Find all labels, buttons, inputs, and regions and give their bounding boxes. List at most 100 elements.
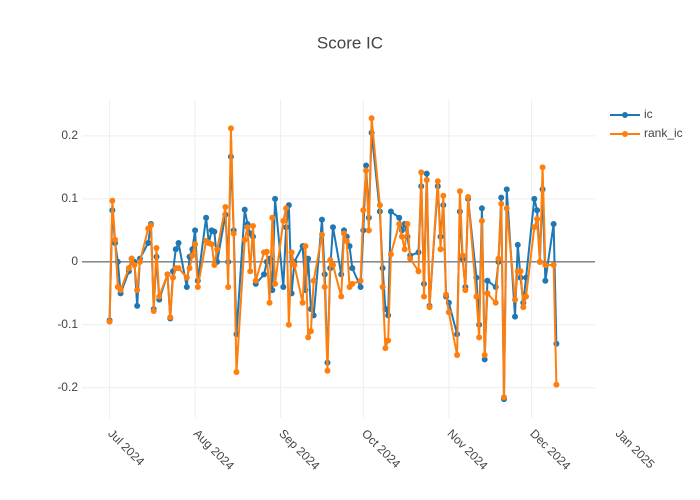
data-point: [214, 246, 221, 253]
data-point: [512, 296, 519, 303]
data-point: [341, 230, 348, 237]
data-point: [302, 243, 309, 250]
data-point: [421, 293, 427, 300]
data-point: [305, 334, 312, 341]
data-point: [418, 169, 425, 176]
data-point: [153, 244, 160, 251]
data-point: [150, 307, 157, 314]
data-point: [484, 290, 491, 297]
data-point: [338, 293, 345, 300]
data-point: [498, 200, 505, 207]
data-point: [404, 221, 411, 228]
data-point: [503, 186, 510, 193]
data-point: [175, 265, 182, 272]
data-point: [385, 337, 392, 344]
data-point: [462, 287, 469, 294]
data-point: [550, 261, 557, 268]
data-point: [476, 334, 483, 341]
data-point: [261, 271, 268, 278]
x-tick-label: Nov 2024: [444, 426, 490, 472]
data-point: [310, 277, 317, 284]
data-point: [495, 255, 502, 262]
data-point: [192, 227, 199, 234]
data-point: [112, 236, 119, 243]
data-point: [498, 194, 505, 201]
y-tick-label: 0.2: [61, 128, 78, 142]
legend-marker: [622, 131, 628, 137]
data-point: [542, 261, 549, 268]
data-point: [186, 265, 193, 272]
data-point: [134, 287, 141, 294]
data-point: [233, 369, 240, 376]
data-point: [382, 345, 389, 352]
data-point: [423, 176, 430, 183]
data-point: [387, 208, 394, 215]
data-point: [536, 258, 543, 265]
series-line: [108, 118, 558, 398]
data-point: [349, 280, 356, 287]
data-point: [368, 115, 375, 122]
data-point: [183, 284, 190, 291]
data-point: [241, 236, 248, 243]
data-point: [376, 202, 383, 209]
data-point: [512, 313, 519, 320]
data-point: [456, 188, 463, 195]
x-tick-label: Oct 2024: [359, 426, 404, 471]
data-point: [266, 299, 273, 306]
data-point: [534, 207, 541, 214]
data-point: [396, 214, 403, 221]
data-point: [434, 178, 441, 185]
data-point: [147, 222, 154, 229]
data-point: [225, 284, 232, 291]
data-point: [553, 381, 560, 388]
data-point: [192, 241, 199, 248]
data-point: [329, 261, 336, 268]
data-point: [203, 214, 210, 221]
data-point: [272, 280, 279, 287]
data-point: [106, 318, 113, 325]
data-point: [324, 367, 331, 374]
data-point: [478, 205, 485, 212]
data-point: [520, 304, 527, 311]
data-point: [329, 224, 336, 231]
legend-marker: [622, 112, 628, 118]
data-point: [227, 125, 234, 132]
data-point: [269, 214, 276, 221]
data-point: [211, 228, 218, 235]
data-point: [125, 265, 132, 272]
data-point: [131, 261, 138, 268]
data-point: [503, 205, 510, 212]
data-point: [387, 251, 394, 258]
data-point: [299, 299, 306, 306]
data-point: [283, 205, 290, 212]
data-point: [550, 221, 557, 228]
data-point: [357, 284, 364, 291]
data-point: [211, 261, 218, 268]
data-point: [542, 277, 549, 284]
y-tick-label: 0: [71, 254, 78, 268]
data-point: [539, 164, 546, 171]
data-point: [288, 249, 295, 256]
data-point: [401, 246, 408, 253]
data-point: [415, 268, 422, 275]
x-tick-label: Jul 2024: [105, 426, 147, 468]
data-point: [531, 195, 538, 202]
data-point: [230, 230, 237, 237]
data-point: [194, 284, 201, 291]
data-point: [109, 197, 116, 204]
chart-title: Score IC: [317, 33, 383, 52]
data-point: [318, 231, 325, 238]
data-point: [285, 321, 292, 328]
data-point: [208, 241, 215, 248]
data-point: [396, 221, 403, 228]
data-point: [241, 206, 248, 213]
data-point: [128, 255, 135, 262]
data-point: [343, 238, 350, 245]
data-point: [523, 293, 530, 300]
data-point: [167, 314, 174, 321]
data-point: [484, 277, 491, 284]
data-point: [222, 204, 229, 211]
data-point: [117, 287, 124, 294]
data-point: [247, 268, 254, 275]
